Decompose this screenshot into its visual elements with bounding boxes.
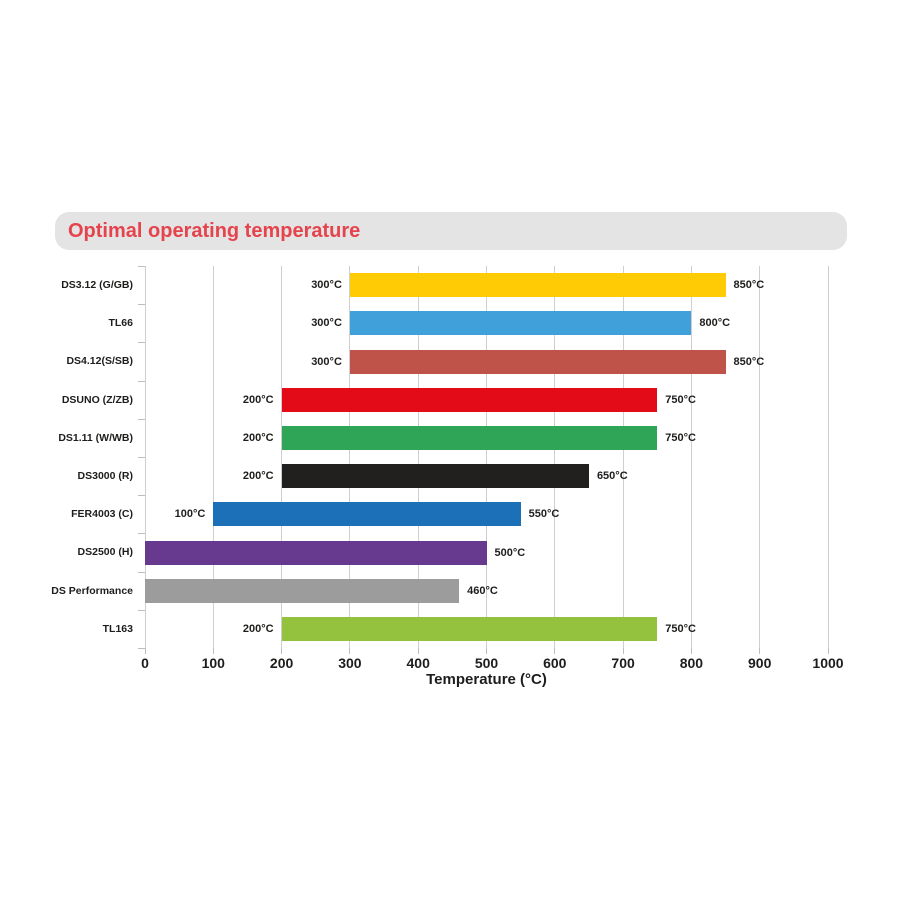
- x-tick-label: 400: [406, 655, 430, 671]
- x-axis-tick: [144, 648, 146, 654]
- x-tick-label: 900: [748, 655, 772, 671]
- chart-header: Optimal operating temperature: [55, 212, 847, 250]
- x-axis-tick: [281, 648, 283, 654]
- gridline: [349, 266, 351, 648]
- bar-start-label: 200°C: [242, 622, 274, 635]
- y-axis-tick: [138, 380, 145, 382]
- x-tick-label: 800: [679, 655, 704, 671]
- bar: [281, 425, 658, 450]
- bar-start-label: 200°C: [242, 393, 274, 406]
- category-label: DS3000 (R): [77, 470, 133, 483]
- category-label: TL66: [108, 317, 133, 330]
- bar: [213, 502, 521, 527]
- bar-end-label: 750°C: [665, 431, 696, 444]
- y-axis-tick: [138, 609, 145, 611]
- bar: [281, 616, 658, 641]
- x-tick-label: 200: [269, 655, 294, 671]
- bar-end-label: 650°C: [596, 470, 628, 483]
- x-axis-tick: [554, 648, 556, 654]
- x-tick-label: 300: [338, 655, 362, 671]
- y-axis-tick: [138, 418, 145, 420]
- category-label: DS Performance: [51, 584, 133, 597]
- x-axis-tick: [759, 648, 761, 654]
- bar-start-label: 300°C: [311, 317, 342, 330]
- y-axis-tick: [138, 265, 145, 267]
- y-axis-tick: [138, 341, 145, 343]
- gridline: [827, 266, 829, 648]
- bar: [145, 578, 460, 603]
- y-axis-line: [144, 266, 146, 648]
- y-axis-tick: [138, 494, 145, 496]
- bar-end-label: 550°C: [528, 508, 560, 521]
- gridline: [690, 266, 692, 648]
- bar: [349, 349, 726, 374]
- x-axis-tick: [690, 648, 692, 654]
- x-tick-label: 600: [543, 655, 567, 671]
- bar-end-label: 500°C: [494, 546, 526, 559]
- x-axis-tick: [486, 648, 487, 654]
- x-axis-tick: [417, 648, 419, 654]
- bar: [349, 311, 692, 336]
- x-tick-label: 0: [141, 655, 149, 671]
- chart-title: Optimal operating temperature: [68, 219, 361, 242]
- bar-start-label: 100°C: [174, 508, 206, 521]
- x-axis-tick: [622, 648, 624, 654]
- category-label: DS2500 (H): [77, 546, 133, 559]
- y-axis-tick: [138, 571, 145, 573]
- bar-end-label: 750°C: [665, 393, 696, 406]
- x-tick-label: 100: [201, 655, 225, 671]
- bar-start-label: 300°C: [311, 279, 342, 292]
- bar-end-label: 750°C: [665, 622, 696, 635]
- x-axis: 0 100 200 300 400 500 600 700 800 900 1000: [141, 648, 844, 688]
- gridline: [486, 266, 487, 648]
- bar: [145, 540, 487, 565]
- bar-start-label: 200°C: [242, 470, 274, 483]
- x-tick-label: 700: [611, 655, 635, 671]
- category-label: FER4003 (C): [71, 508, 133, 521]
- bar-start-label: 300°C: [311, 355, 342, 368]
- bar: [349, 273, 726, 298]
- x-axis-tick: [212, 648, 214, 654]
- bar-end-label: 460°C: [467, 584, 498, 597]
- category-label: DS3.12 (G/GB): [61, 279, 133, 292]
- category-label: TL163: [102, 622, 133, 635]
- category-label: DS1.11 (W/WB): [58, 431, 133, 444]
- gridline: [417, 266, 419, 648]
- gridline: [622, 266, 624, 648]
- plot-area: 300°C 850°C 300°C 800°C 300°C 850°C 200°C 750°C…: [138, 265, 829, 649]
- y-axis-tick: [138, 647, 145, 649]
- x-tick-label: 1000: [812, 655, 844, 671]
- x-axis-tick: [827, 648, 829, 654]
- x-axis-tick: [349, 648, 351, 654]
- category-label: DS4.12(S/SB): [66, 355, 133, 368]
- bar-end-label: 850°C: [733, 279, 765, 292]
- bar-end-label: 800°C: [699, 317, 731, 330]
- gridline: [212, 266, 214, 648]
- gridline: [554, 266, 556, 648]
- bar-end-label: 850°C: [733, 355, 765, 368]
- category-label: DSUNO (Z/ZB): [61, 393, 133, 406]
- x-axis-title: Temperature (°C): [426, 671, 547, 688]
- y-axis-tick: [138, 532, 145, 534]
- bar: [281, 464, 589, 489]
- x-tick-label: 500: [474, 655, 499, 671]
- category-axis: DS3.12 (G/GB) TL66 DS4.12(S/SB) DSUNO (Z/ZB…: [0, 266, 133, 648]
- y-axis-tick: [138, 303, 145, 305]
- y-axis-tick: [138, 456, 145, 458]
- bar-start-label: 200°C: [242, 431, 274, 444]
- bar: [281, 387, 658, 412]
- gridline: [281, 266, 283, 648]
- gridline: [759, 266, 761, 648]
